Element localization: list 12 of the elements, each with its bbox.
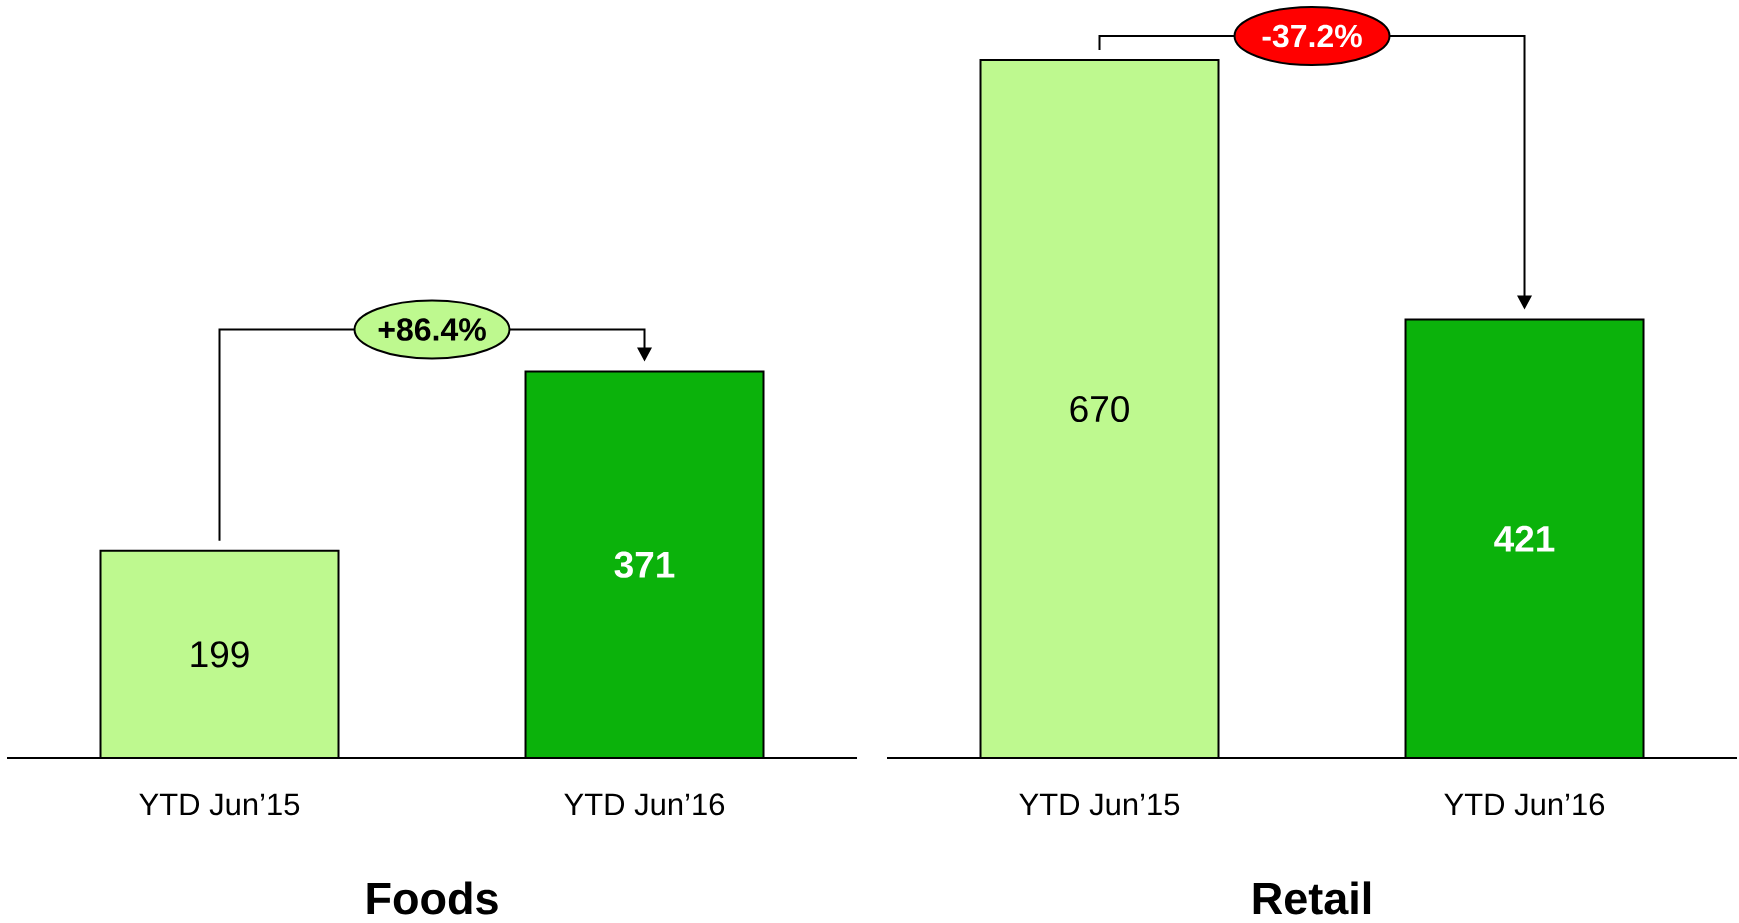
text: Foods <box>367 881 498 915</box>
text: Retail <box>1253 881 1371 915</box>
data-label: 670 <box>1070 395 1129 423</box>
x-tick-label: YTD Jun’15 <box>139 793 300 816</box>
text: -37.2% <box>1262 24 1362 48</box>
x-tick-label: YTD Jun’15 <box>1019 793 1180 816</box>
data-label: 371 <box>614 551 675 578</box>
data-label: 199 <box>191 641 249 668</box>
x-tick-label: YTD Jun’16 <box>1444 793 1605 816</box>
data-label: 421 <box>1494 525 1555 552</box>
text: +86.4% <box>378 318 486 341</box>
x-tick-label: YTD Jun’16 <box>564 793 725 816</box>
